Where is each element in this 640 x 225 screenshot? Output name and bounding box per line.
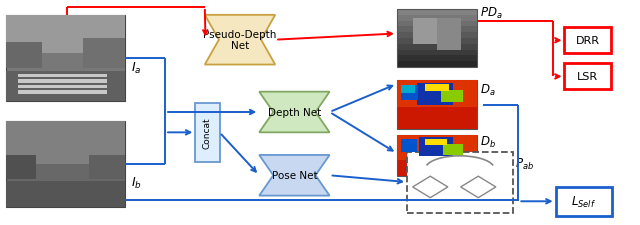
Text: $L_{Self}$: $L_{Self}$: [571, 194, 596, 209]
Bar: [397, 81, 477, 108]
Bar: [18, 91, 107, 94]
Bar: [401, 139, 417, 153]
Bar: [18, 86, 107, 89]
Bar: [437, 19, 461, 50]
Bar: [90, 156, 125, 180]
Bar: [417, 83, 453, 105]
Bar: [6, 181, 125, 207]
Bar: [397, 27, 477, 33]
Text: Concat: Concat: [203, 117, 212, 148]
Text: DRR: DRR: [575, 36, 600, 46]
Bar: [6, 16, 125, 54]
Text: Pose Net: Pose Net: [271, 171, 317, 180]
Bar: [401, 86, 415, 93]
Text: $D_a$: $D_a$: [480, 82, 495, 97]
Polygon shape: [259, 155, 330, 196]
Bar: [441, 91, 463, 103]
Bar: [397, 38, 477, 45]
Text: Depth Net: Depth Net: [268, 108, 321, 117]
Bar: [397, 10, 477, 68]
Bar: [83, 39, 125, 69]
Bar: [397, 56, 477, 62]
Text: $I_a$: $I_a$: [131, 60, 141, 75]
Text: $D_b$: $D_b$: [480, 135, 496, 149]
Bar: [18, 80, 107, 83]
Bar: [6, 43, 42, 69]
Bar: [401, 86, 419, 100]
Bar: [397, 50, 477, 56]
Polygon shape: [205, 16, 275, 65]
Bar: [564, 64, 611, 90]
Bar: [413, 19, 441, 45]
Bar: [397, 135, 477, 177]
Bar: [425, 139, 447, 145]
Bar: [397, 33, 477, 39]
Bar: [397, 135, 477, 160]
Text: Pseudo-Depth
Net: Pseudo-Depth Net: [204, 30, 276, 51]
Bar: [397, 21, 477, 27]
Bar: [443, 145, 463, 155]
Bar: [397, 44, 477, 50]
Bar: [556, 187, 612, 216]
Bar: [397, 61, 477, 68]
Bar: [6, 16, 125, 101]
Bar: [6, 71, 125, 101]
Bar: [397, 10, 477, 16]
Bar: [6, 122, 125, 207]
Bar: [407, 152, 513, 213]
Text: $PD_a$: $PD_a$: [480, 6, 502, 21]
Bar: [195, 104, 220, 162]
Polygon shape: [259, 92, 330, 133]
Text: $P_{ab}$: $P_{ab}$: [515, 156, 534, 171]
Bar: [425, 84, 449, 92]
Text: $I_b$: $I_b$: [131, 175, 142, 190]
Text: LSR: LSR: [577, 72, 598, 82]
Bar: [419, 137, 453, 157]
Bar: [6, 122, 125, 164]
Bar: [6, 156, 36, 180]
Bar: [564, 28, 611, 54]
Bar: [18, 74, 107, 78]
Bar: [397, 15, 477, 22]
Bar: [397, 81, 477, 129]
